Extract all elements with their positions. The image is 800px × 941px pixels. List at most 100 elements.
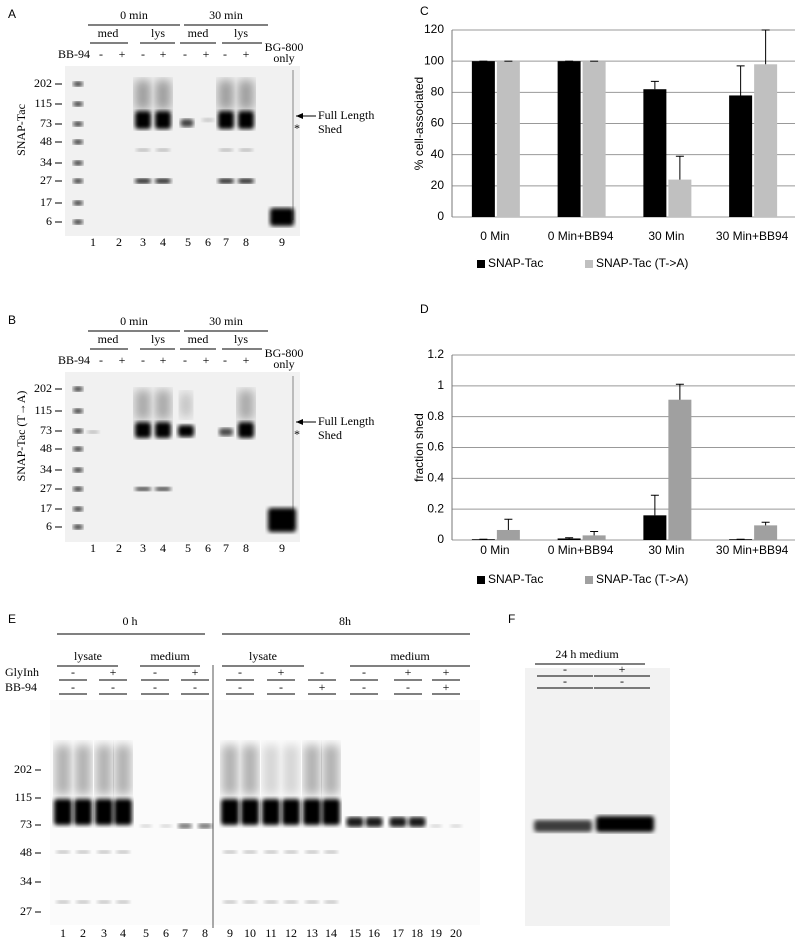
fraction-label: lysate	[74, 649, 102, 663]
lane-number: 8	[243, 235, 249, 249]
gel-band	[534, 820, 592, 832]
gel-band	[218, 80, 234, 110]
gel-a	[65, 66, 300, 236]
lane-number: 7	[223, 235, 229, 249]
gel-band	[238, 178, 254, 184]
gel-ylabel: SNAP-Tac (T→A)	[14, 391, 28, 482]
lane-number: 10	[244, 926, 256, 940]
lane-number: 3	[101, 926, 107, 940]
gel-band	[56, 900, 70, 904]
x-tick-label: 30 Min	[648, 543, 684, 557]
lane-number: 15	[349, 926, 361, 940]
gel-band	[135, 487, 151, 491]
gel-band	[346, 817, 364, 827]
lane-number: 6	[205, 235, 211, 249]
control-label: only	[273, 51, 294, 65]
y-tick-label: 0.4	[427, 471, 444, 485]
time-label: 8h	[339, 614, 351, 628]
row-label: BB-94	[5, 680, 37, 694]
gel-band	[264, 900, 278, 904]
gel-band	[324, 900, 338, 904]
gel-band	[262, 799, 280, 825]
gel-band	[283, 745, 299, 795]
sign: +	[619, 662, 626, 676]
gel-band	[95, 799, 113, 825]
gel-band	[218, 178, 234, 184]
gel-band	[282, 799, 300, 825]
time-label: 0 h	[123, 614, 138, 628]
fraction-label: lys	[234, 332, 248, 346]
marker-label: 202	[34, 76, 52, 90]
lane-number: 17	[392, 926, 404, 940]
gel-band	[238, 422, 254, 438]
lane-number: 2	[80, 926, 86, 940]
gel-band	[155, 80, 171, 110]
gel-band	[155, 390, 171, 420]
marker-label: 73	[40, 423, 52, 437]
error-bar	[736, 65, 745, 96]
gel-band	[73, 467, 83, 473]
gel-ylabel: SNAP-Tac	[14, 104, 28, 156]
gel-band	[155, 487, 171, 491]
gel-band	[264, 850, 278, 854]
gel-band	[238, 111, 254, 129]
gel-band	[180, 119, 194, 127]
gel-band	[135, 111, 151, 129]
treatment-label: BB-94	[58, 47, 90, 61]
error-bar	[590, 531, 599, 536]
sign: +	[405, 665, 412, 679]
row-label: GlyInh	[5, 665, 39, 679]
gel-band	[263, 745, 279, 795]
gel-band	[305, 850, 319, 854]
gel-band	[74, 799, 92, 825]
gel-band	[73, 81, 83, 87]
lane-number: 9	[279, 541, 285, 555]
lane-number: 20	[450, 926, 462, 940]
bar	[729, 95, 753, 217]
bar	[582, 535, 606, 540]
sign: -	[71, 680, 75, 694]
gel-band	[241, 799, 259, 825]
bar	[643, 89, 667, 217]
y-tick-label: 0.8	[427, 409, 444, 423]
legend-label: SNAP-Tac (T->A)	[596, 256, 688, 270]
sign: -	[238, 665, 242, 679]
sign: +	[119, 47, 126, 61]
gel-band	[242, 745, 258, 795]
annotation: Shed	[318, 428, 342, 442]
lane-number: 13	[306, 926, 318, 940]
gel-band	[114, 799, 132, 825]
gel-band	[135, 422, 151, 438]
gel-band	[430, 824, 442, 828]
gel-band	[76, 900, 90, 904]
y-tick-label: 40	[431, 147, 445, 161]
x-tick-label: 30 Min+BB94	[716, 229, 789, 243]
lane-number: 1	[90, 235, 96, 249]
legend-swatch	[585, 576, 593, 584]
gel-band	[223, 850, 237, 854]
sign: -	[362, 665, 366, 679]
fraction-label: lys	[151, 332, 165, 346]
gel-band	[218, 111, 234, 129]
gel-band	[365, 817, 383, 827]
panel-label: F	[508, 612, 515, 626]
y-tick-label: 60	[431, 116, 445, 130]
gel-band	[155, 178, 171, 184]
sign: -	[406, 680, 410, 694]
gel-band	[73, 524, 83, 530]
panel-label: A	[8, 7, 16, 21]
sign: +	[443, 665, 450, 679]
lane-number: 14	[325, 926, 337, 940]
gel-band	[73, 446, 83, 452]
y-tick-label: 1.2	[427, 347, 444, 361]
marker-label: 115	[34, 96, 52, 110]
error-bar	[761, 29, 770, 65]
x-tick-label: 30 Min	[648, 229, 684, 243]
gel-band	[73, 219, 83, 225]
gel-band	[73, 428, 83, 434]
sign: +	[119, 353, 126, 367]
arrow-head	[296, 419, 303, 425]
sign: +	[160, 353, 167, 367]
lane-number: 2	[116, 235, 122, 249]
